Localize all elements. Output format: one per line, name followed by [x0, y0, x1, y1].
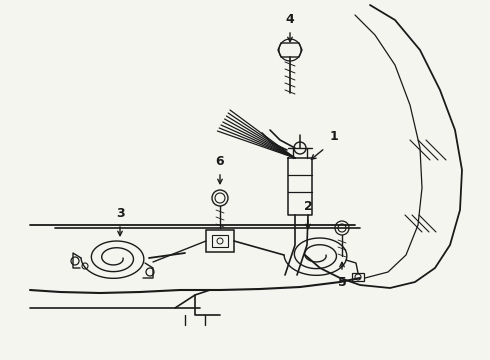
Text: 5: 5 — [338, 276, 346, 289]
Text: 3: 3 — [116, 207, 124, 220]
Text: 1: 1 — [330, 130, 339, 143]
Text: 4: 4 — [286, 13, 294, 26]
Text: 2: 2 — [304, 200, 313, 213]
Text: 6: 6 — [216, 155, 224, 168]
